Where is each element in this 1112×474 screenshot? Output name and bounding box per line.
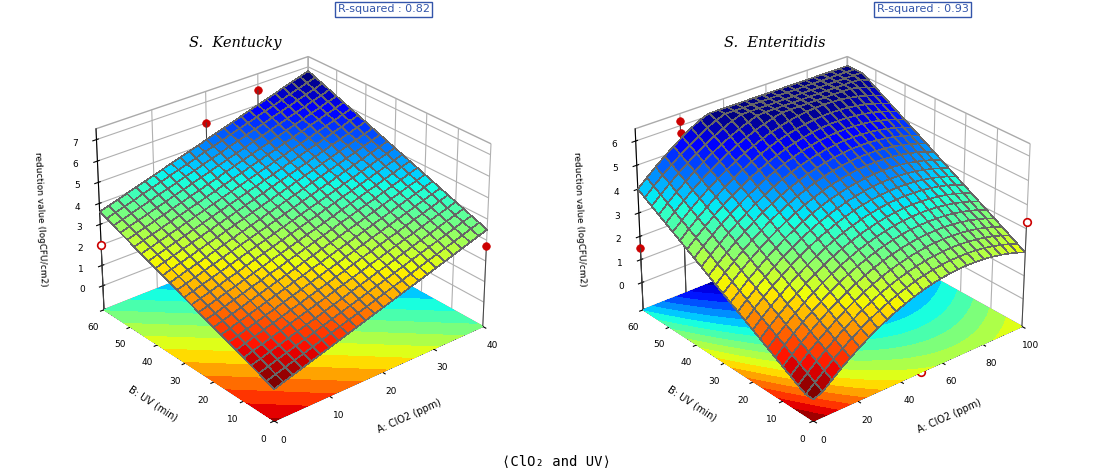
Title: S.  Kentucky: S. Kentucky — [189, 36, 281, 50]
Y-axis label: B: UV (min): B: UV (min) — [666, 384, 718, 423]
Text: R-squared : 0.82: R-squared : 0.82 — [338, 4, 429, 15]
X-axis label: A: ClO2 (ppm): A: ClO2 (ppm) — [915, 397, 983, 435]
Title: S.  Enteritidis: S. Enteritidis — [724, 36, 825, 50]
X-axis label: A: ClO2 (ppm): A: ClO2 (ppm) — [376, 397, 444, 435]
Text: ⟨ClO₂ and UV⟩: ⟨ClO₂ and UV⟩ — [502, 455, 610, 469]
Text: R-squared : 0.93: R-squared : 0.93 — [876, 4, 969, 15]
Y-axis label: B: UV (min): B: UV (min) — [127, 384, 179, 423]
